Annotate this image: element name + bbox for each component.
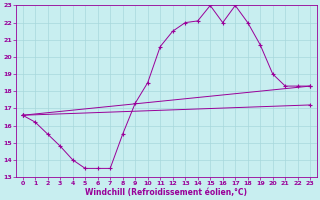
X-axis label: Windchill (Refroidissement éolien,°C): Windchill (Refroidissement éolien,°C) [85, 188, 247, 197]
